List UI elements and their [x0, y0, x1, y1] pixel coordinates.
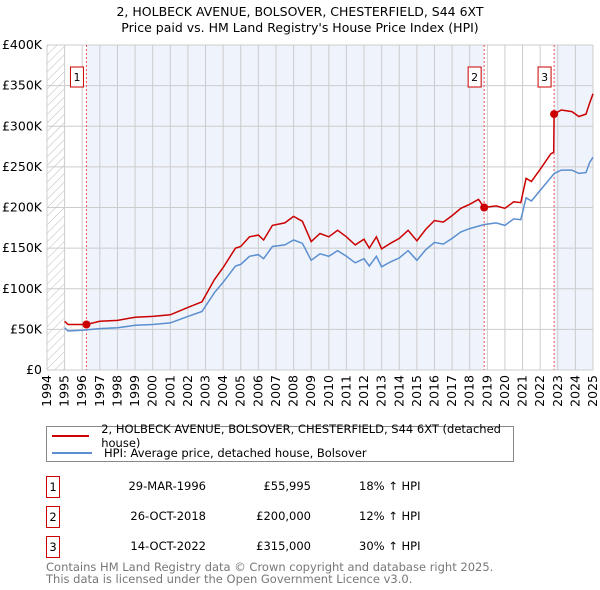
x-tick-label: 2014 [391, 375, 406, 407]
x-tick-label: 2023 [550, 375, 565, 407]
sale-hpi: 30% ↑ HPI [359, 539, 421, 553]
x-tick-label: 1994 [39, 375, 54, 407]
sale-point [82, 320, 91, 329]
x-tick-label: 2003 [198, 375, 213, 407]
x-tick-label: 2018 [462, 375, 477, 407]
legend-item-hpi: HPI: Average price, detached house, Bols… [47, 444, 367, 461]
x-tick-label: 2001 [162, 375, 177, 407]
y-tick-label: £150K [2, 240, 43, 255]
sale-date: 14-OCT-2022 [130, 539, 206, 553]
sale-label-box [69, 66, 84, 88]
chart-subtitle: Price paid vs. HM Land Registry's House … [121, 20, 478, 35]
y-tick-label: £100K [2, 281, 43, 296]
x-tick-label: 2010 [321, 375, 336, 407]
x-tick-label: 2004 [215, 375, 230, 407]
y-tick-label: £400K [2, 37, 43, 52]
x-tick-label: 1999 [127, 375, 142, 407]
sale-row: 3 14-OCT-2022 £315,000 30% ↑ HPI [46, 536, 446, 558]
legend-label: HPI: Average price, detached house, Bols… [104, 445, 367, 460]
legend-swatch [52, 451, 92, 454]
sale-price: £200,000 [256, 509, 311, 523]
legend-label: 2, HOLBECK AVENUE, BOLSOVER, CHESTERFIEL… [101, 421, 501, 450]
legend-item-property: 2, HOLBECK AVENUE, BOLSOVER, CHESTERFIEL… [47, 422, 513, 450]
legend-swatch [52, 434, 90, 437]
y-tick-label: £250K [2, 159, 43, 174]
x-tick-label: 2007 [268, 375, 283, 407]
y-tick-label: £300K [2, 118, 43, 133]
sale-row: 1 29-MAR-1996 £55,995 18% ↑ HPI [46, 476, 446, 498]
x-tick-label: 2008 [286, 375, 301, 407]
x-tick-label: 2016 [426, 375, 441, 407]
sale-point [550, 110, 559, 119]
x-tick-label: 1998 [109, 375, 124, 407]
sale-point [480, 203, 489, 212]
x-tick-label: 2009 [303, 375, 318, 407]
y-tick-label: £0 [26, 362, 42, 377]
footer-copyright: Contains HM Land Registry data © Crown c… [46, 560, 494, 574]
x-tick-label: 2002 [180, 375, 195, 407]
sale-marker-number: 3 [46, 536, 60, 558]
x-tick-label: 2011 [338, 375, 353, 407]
x-tick-label: 2022 [532, 375, 547, 407]
legend: 2, HOLBECK AVENUE, BOLSOVER, CHESTERFIEL… [46, 422, 514, 462]
sale-marker-number: 2 [46, 506, 60, 528]
x-tick-label: 2000 [145, 375, 160, 407]
x-tick-label: 2015 [409, 375, 424, 407]
sale-label-box [537, 66, 552, 88]
sale-hpi: 18% ↑ HPI [359, 479, 421, 493]
sale-hpi: 12% ↑ HPI [359, 509, 421, 523]
sale-marker-number: 1 [46, 476, 60, 498]
sale-label-box [467, 66, 482, 88]
sale-date: 26-OCT-2018 [130, 509, 206, 523]
sale-label: 1 [73, 71, 80, 84]
price-chart: 2, HOLBECK AVENUE, BOLSOVER, CHESTERFIEL… [2, 4, 600, 407]
x-tick-label: 2021 [515, 375, 530, 407]
sale-date: 29-MAR-1996 [128, 479, 206, 493]
x-tick-label: 1995 [57, 375, 72, 407]
x-tick-label: 2012 [356, 375, 371, 407]
y-tick-label: £350K [2, 78, 43, 93]
x-tick-label: 1996 [74, 375, 89, 407]
x-tick-label: 2020 [497, 375, 512, 407]
y-tick-label: £200K [2, 200, 43, 215]
sale-price: £315,000 [256, 539, 311, 553]
sale-row: 2 26-OCT-2018 £200,000 12% ↑ HPI [46, 506, 446, 528]
series-line [64, 156, 594, 332]
x-tick-label: 2006 [250, 375, 265, 407]
x-tick-label: 1997 [92, 375, 107, 407]
x-tick-label: 2024 [567, 375, 582, 407]
y-tick-label: £50K [10, 321, 43, 336]
sale-label: 2 [471, 71, 478, 84]
x-tick-label: 2025 [585, 375, 600, 407]
chart-title: 2, HOLBECK AVENUE, BOLSOVER, CHESTERFIEL… [116, 4, 483, 19]
x-tick-label: 2005 [233, 375, 248, 407]
x-tick-label: 2017 [444, 375, 459, 407]
footer-licence: This data is licensed under the Open Gov… [46, 572, 413, 586]
x-tick-label: 2013 [374, 375, 389, 407]
sale-label: 3 [541, 71, 548, 84]
x-tick-label: 2019 [479, 375, 494, 407]
series-line [64, 93, 594, 326]
sale-price: £55,995 [263, 479, 311, 493]
